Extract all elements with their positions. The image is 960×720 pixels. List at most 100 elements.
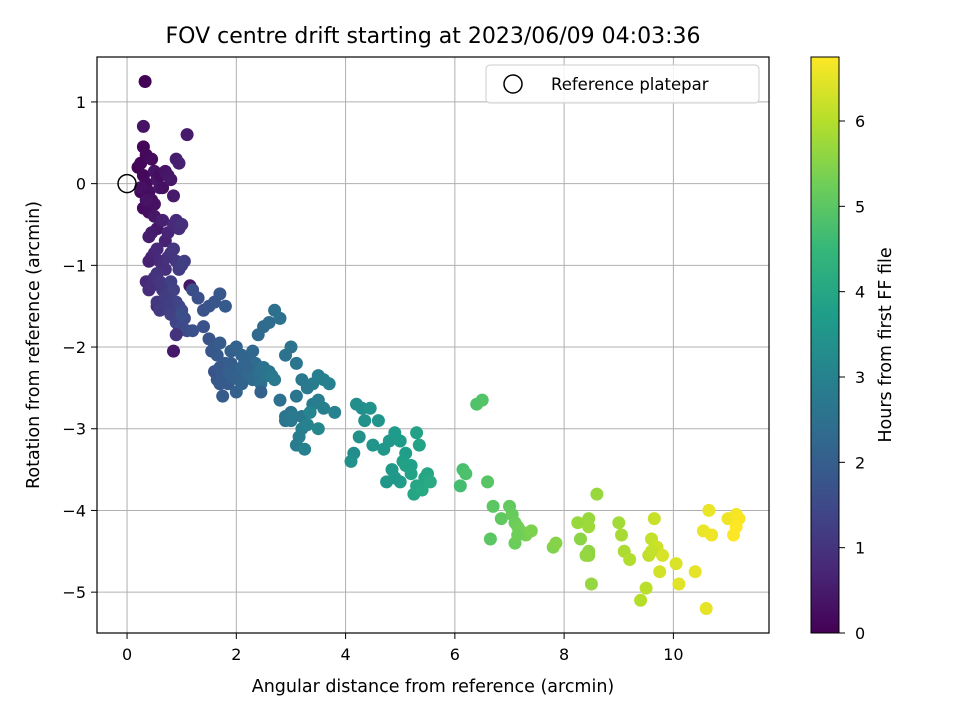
data-point (254, 385, 268, 399)
colorbar-tick-label: 1 (855, 539, 865, 558)
chart-title: FOV centre drift starting at 2023/06/09 … (166, 24, 701, 49)
data-point (358, 414, 372, 428)
data-point (524, 524, 538, 538)
data-point (672, 577, 686, 591)
y-tick-label: −3 (62, 420, 86, 439)
data-point (150, 242, 164, 256)
data-point (134, 181, 148, 195)
data-point (167, 189, 180, 203)
x-tick-label: 2 (231, 645, 241, 664)
y-axis-label: Rotation from reference (arcmin) (24, 201, 44, 489)
data-point (699, 602, 713, 615)
colorbar-label: Hours from first FF file (876, 247, 896, 442)
data-point (240, 361, 254, 374)
data-point (246, 344, 260, 358)
data-point (669, 557, 683, 571)
x-tick-label: 10 (663, 645, 683, 664)
data-point (224, 369, 238, 383)
data-point (702, 503, 716, 517)
data-point (322, 377, 336, 391)
y-axis-ticks: −5 −4 −3 −2 −1 0 1 (62, 93, 97, 602)
data-point (273, 311, 287, 325)
legend-entry-label: Reference platepar (551, 75, 709, 94)
data-point (167, 283, 180, 297)
legend-box (485, 64, 760, 104)
data-point (216, 389, 230, 403)
data-point (300, 418, 314, 432)
colorbar-tick-label: 6 (855, 112, 865, 131)
data-point (579, 548, 593, 562)
data-point (481, 475, 495, 489)
data-point (459, 467, 473, 481)
data-point (311, 422, 325, 436)
data-point (423, 475, 437, 489)
data-point (388, 471, 402, 485)
data-point (475, 393, 489, 407)
data-point (363, 401, 377, 415)
data-point (653, 565, 667, 579)
x-tick-label: 8 (559, 645, 569, 664)
data-point (142, 230, 156, 244)
data-point (287, 410, 301, 423)
data-point (169, 328, 183, 342)
data-point (344, 454, 358, 468)
data-point (213, 336, 227, 350)
data-point (634, 593, 648, 607)
data-point (549, 536, 563, 550)
data-point (393, 434, 407, 448)
data-point (511, 528, 525, 542)
data-point (180, 128, 194, 142)
data-point (639, 581, 653, 595)
y-tick-label: 1 (76, 93, 86, 112)
data-point (213, 377, 227, 391)
data-point (303, 405, 317, 419)
data-points (131, 75, 746, 615)
y-tick-label: 0 (76, 175, 86, 194)
data-point (167, 242, 180, 256)
data-point (645, 544, 658, 558)
data-point (317, 401, 331, 415)
data-point (584, 577, 598, 591)
x-axis-ticks: 0 2 4 6 8 10 (122, 633, 684, 664)
x-axis-label: Angular distance from reference (arcmin) (252, 677, 615, 697)
data-point (289, 356, 303, 370)
data-point (172, 156, 186, 170)
y-tick-label: −1 (62, 256, 86, 275)
colorbar: 0 1 2 3 4 5 6 Hours from first FF file (810, 56, 896, 643)
data-point (210, 348, 224, 362)
data-point (186, 324, 200, 338)
colorbar-tick-label: 0 (855, 624, 865, 643)
data-point (284, 340, 298, 354)
data-point (656, 548, 669, 562)
data-point (483, 532, 497, 546)
data-point (688, 565, 702, 579)
x-tick-label: 0 (122, 645, 132, 664)
colorbar-gradient (810, 56, 840, 634)
data-point (138, 75, 152, 88)
data-point (167, 344, 180, 358)
y-tick-label: −5 (62, 583, 86, 602)
data-point (571, 516, 585, 530)
data-point (289, 389, 303, 403)
data-point (298, 442, 312, 456)
data-point (139, 193, 153, 207)
y-tick-label: −4 (62, 501, 86, 520)
x-tick-label: 6 (450, 645, 460, 664)
data-point (197, 320, 210, 334)
data-point (273, 393, 287, 407)
y-tick-label: −2 (62, 338, 86, 357)
data-point (494, 512, 508, 526)
data-point (235, 377, 249, 391)
data-point (145, 152, 159, 166)
data-point (582, 520, 596, 534)
data-point (164, 173, 178, 187)
colorbar-tick-label: 5 (855, 197, 865, 216)
data-point (453, 479, 467, 493)
legend: Reference platepar (485, 64, 760, 104)
colorbar-tick-label: 3 (855, 368, 865, 387)
data-point (412, 438, 426, 452)
data-point (410, 426, 424, 440)
data-point (371, 414, 385, 428)
data-point (590, 487, 604, 501)
data-point (647, 512, 661, 526)
